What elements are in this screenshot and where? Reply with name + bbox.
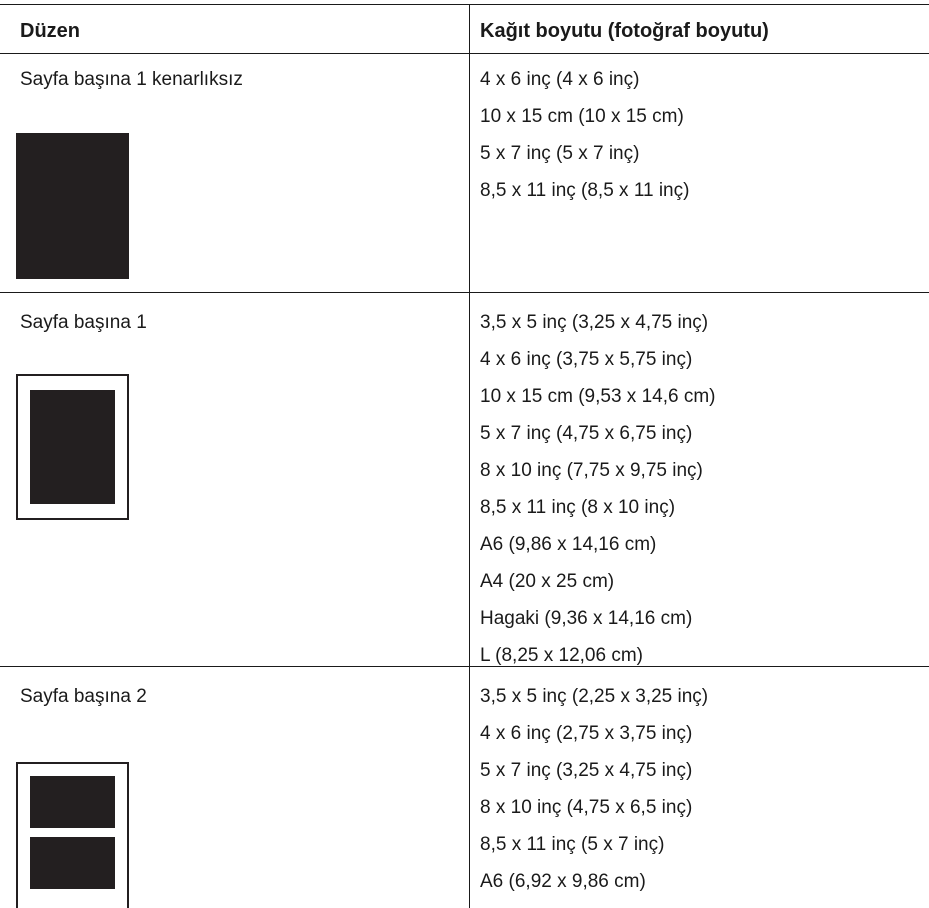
table-top-rule xyxy=(0,4,929,5)
list-item: L (8,25 x 12,06 cm) xyxy=(480,645,643,666)
row-layout-label: Sayfa başına 1 xyxy=(20,312,147,333)
list-item: 4 x 6 inç (3,75 x 5,75 inç) xyxy=(480,349,693,370)
header-bottom-rule xyxy=(0,53,929,54)
list-item: 5 x 7 inç (5 x 7 inç) xyxy=(480,143,640,164)
list-item: 10 x 15 cm (10 x 15 cm) xyxy=(480,106,684,127)
row-layout-label: Sayfa başına 2 xyxy=(20,686,147,707)
list-item: 3,5 x 5 inç (2,25 x 3,25 inç) xyxy=(480,686,709,707)
list-item: A6 (6,92 x 9,86 cm) xyxy=(480,871,646,892)
list-item: 8,5 x 11 inç (8 x 10 inç) xyxy=(480,497,676,518)
bordered-one-photo-icon xyxy=(16,374,129,520)
row-layout-label: Sayfa başına 1 kenarlıksız xyxy=(20,69,243,90)
list-item: A4 (20 x 25 cm) xyxy=(480,571,615,592)
list-item: 4 x 6 inç (2,75 x 3,75 inç) xyxy=(480,723,693,744)
list-item: 5 x 7 inç (3,25 x 4,75 inç) xyxy=(480,760,693,781)
row1-bottom-rule xyxy=(0,292,929,293)
two-photos-per-page-icon xyxy=(16,762,129,908)
photo-block-top xyxy=(30,776,115,828)
size-list: 4 x 6 inç (4 x 6 inç) 10 x 15 cm (10 x 1… xyxy=(480,68,689,216)
list-item: 4 x 6 inç (4 x 6 inç) xyxy=(480,69,640,90)
row2-bottom-rule xyxy=(0,666,929,667)
list-item: 8,5 x 11 inç (8,5 x 11 inç) xyxy=(480,180,690,201)
list-item: Hagaki (9,36 x 14,16 cm) xyxy=(480,608,693,629)
header-layout: Düzen xyxy=(20,20,80,42)
size-list: 3,5 x 5 inç (3,25 x 4,75 inç) 4 x 6 inç … xyxy=(480,311,716,681)
list-item: 8,5 x 11 inç (5 x 7 inç) xyxy=(480,834,665,855)
column-divider xyxy=(469,4,470,908)
photo-block-bottom xyxy=(30,837,115,889)
list-item: 8 x 10 inç (7,75 x 9,75 inç) xyxy=(480,460,703,481)
list-item: 3,5 x 5 inç (3,25 x 4,75 inç) xyxy=(480,312,709,333)
photo-block xyxy=(30,390,115,504)
list-item: 10 x 15 cm (9,53 x 14,6 cm) xyxy=(480,386,716,407)
list-item: 5 x 7 inç (4,75 x 6,75 inç) xyxy=(480,423,693,444)
list-item: 8 x 10 inç (4,75 x 6,5 inç) xyxy=(480,797,693,818)
header-paper-size: Kağıt boyutu (fotoğraf boyutu) xyxy=(480,20,769,42)
borderless-one-photo-icon xyxy=(16,133,129,279)
size-list: 3,5 x 5 inç (2,25 x 3,25 inç) 4 x 6 inç … xyxy=(480,685,708,907)
list-item: A6 (9,86 x 14,16 cm) xyxy=(480,534,657,555)
